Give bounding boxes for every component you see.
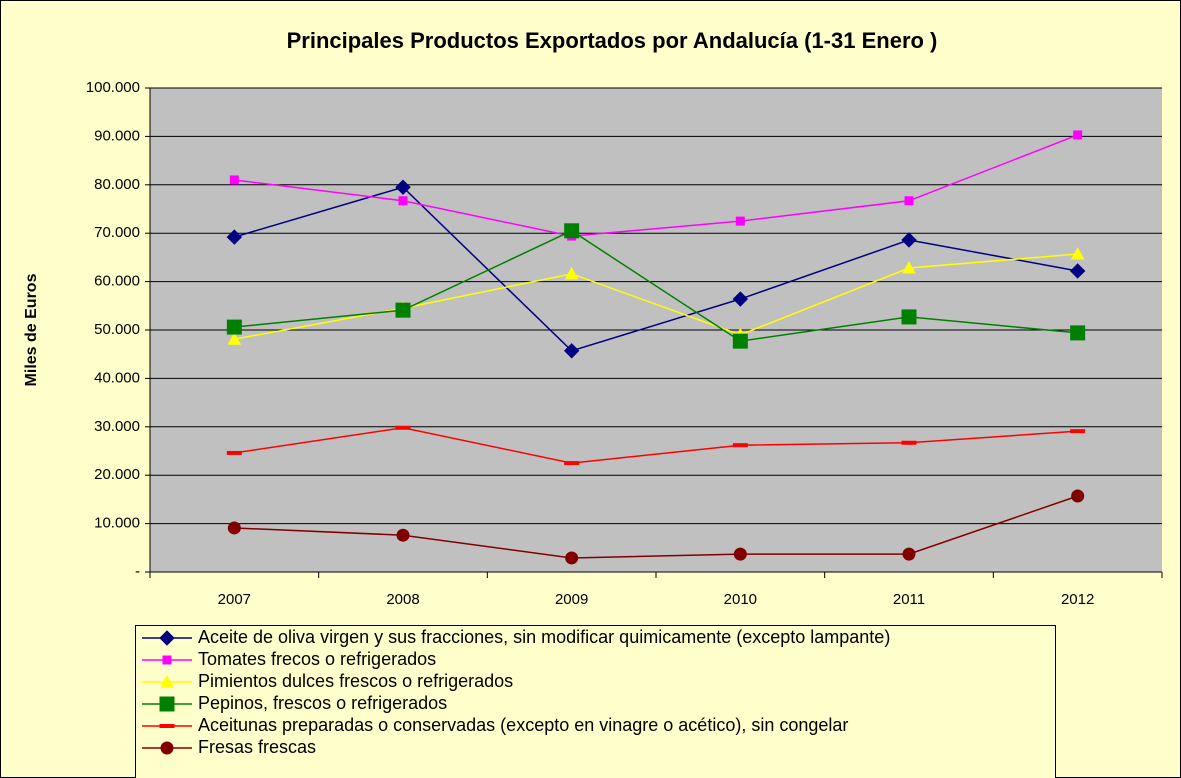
y-tick-label: 90.000 (94, 127, 140, 144)
marker (1070, 246, 1085, 260)
marker (226, 450, 242, 455)
series-line (234, 229, 1078, 342)
y-tick-label: 80.000 (94, 176, 140, 193)
y-tick-label: 10.000 (94, 515, 140, 532)
marker (732, 291, 749, 307)
legend-label: Aceitunas preparadas o conservadas (exce… (198, 715, 848, 735)
marker (733, 547, 747, 561)
x-tick-label: 2009 (555, 591, 588, 608)
marker (398, 196, 408, 206)
legend (135, 625, 1056, 778)
marker (1070, 325, 1086, 341)
marker (564, 223, 580, 239)
y-tick-label: 100.000 (86, 79, 140, 96)
x-tick-label: 2012 (1061, 591, 1094, 608)
marker (902, 261, 916, 274)
series-line (234, 134, 1078, 237)
marker (226, 229, 243, 245)
marker (732, 333, 748, 349)
y-tick-label: 20.000 (94, 466, 140, 483)
series-line (234, 495, 1078, 559)
marker (229, 175, 239, 185)
marker (1069, 263, 1086, 279)
marker (1071, 489, 1085, 503)
y-tick-label: 40.000 (94, 369, 140, 386)
legend-label: Tomates frecos o refrigerados (198, 649, 436, 669)
x-tick-label: 2008 (386, 591, 419, 608)
series-line (234, 427, 1078, 464)
marker (563, 343, 580, 359)
marker (1070, 429, 1086, 434)
marker (901, 309, 917, 325)
legend-label: Pepinos, frescos o refrigerados (198, 693, 447, 713)
marker (226, 319, 242, 335)
y-axis-label: Miles de Euros (23, 273, 40, 386)
legend-label: Pimientos dulces frescos o refrigerados (198, 671, 513, 691)
marker (564, 461, 580, 466)
y-tick-label: 70.000 (94, 224, 140, 241)
marker (1073, 130, 1083, 140)
marker (565, 551, 579, 565)
marker (160, 674, 174, 688)
marker (901, 232, 917, 248)
marker (902, 547, 916, 561)
marker (162, 655, 172, 665)
marker (395, 425, 411, 430)
y-tick-label: - (135, 563, 140, 580)
y-tick-label: 30.000 (94, 418, 140, 435)
marker (396, 528, 410, 542)
x-tick-label: 2011 (893, 591, 925, 608)
marker (564, 266, 579, 280)
marker (395, 179, 411, 195)
marker (735, 216, 745, 226)
x-tick-label: 2010 (724, 591, 757, 608)
marker (901, 440, 917, 445)
marker (904, 196, 914, 206)
y-tick-label: 50.000 (94, 321, 140, 338)
x-tick-label: 2007 (218, 591, 251, 608)
legend-label: Aceite de oliva virgen y sus fracciones,… (198, 627, 890, 647)
marker (160, 741, 174, 755)
marker (227, 332, 242, 345)
marker (395, 302, 411, 318)
chart-title: Principales Productos Exportados por And… (287, 28, 938, 53)
marker (732, 443, 748, 448)
marker (159, 696, 175, 712)
marker (227, 521, 241, 535)
marker (159, 724, 175, 728)
series-line (234, 186, 1078, 352)
marker (159, 630, 175, 646)
legend-label: Fresas frescas (198, 737, 316, 757)
y-tick-label: 60.000 (94, 273, 140, 290)
